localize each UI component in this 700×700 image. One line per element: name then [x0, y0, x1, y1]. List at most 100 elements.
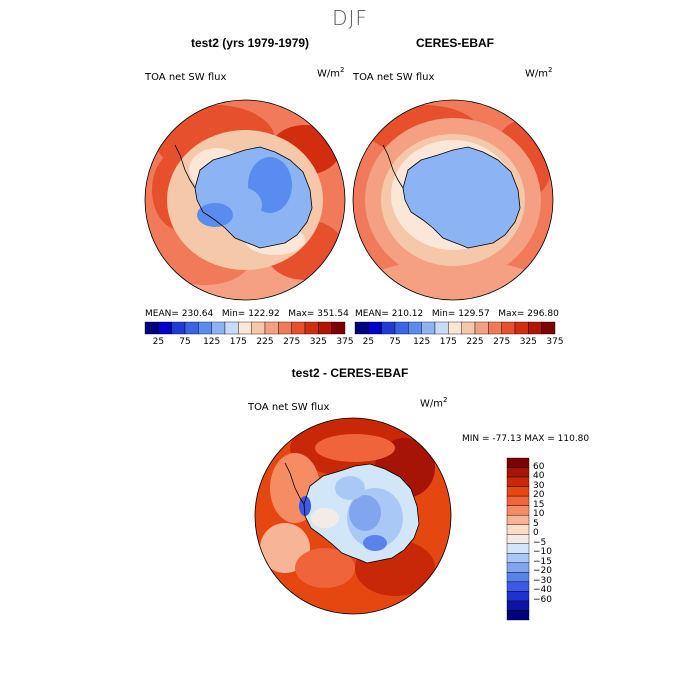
panel1-stats: MEAN= 230.64 Min= 122.92 Max= 351.54 — [145, 309, 349, 319]
colorbar-tick-label: 5 — [533, 518, 539, 529]
panel2-title: CERES-EBAF — [415, 36, 494, 50]
colorbar-tick-label: −15 — [533, 556, 552, 567]
colorbar-tick-label: −60 — [533, 594, 552, 605]
panel1-units: W/m2 — [317, 66, 345, 80]
colorbar-swatch — [506, 534, 530, 544]
panel2-max: Max= 296.80 — [498, 309, 559, 319]
colorbar-tick-label: 30 — [533, 480, 545, 491]
map-ceres-ebaf — [352, 99, 554, 301]
colorbar-swatch — [354, 321, 369, 335]
panel3-range: MIN = -77.13 MAX = 110.80 — [462, 434, 590, 444]
colorbar-swatch — [331, 321, 346, 335]
colorbar-tick-label: 375 — [546, 337, 564, 347]
colorbar-ceres — [354, 321, 556, 335]
colorbar-tick-label: 75 — [389, 337, 401, 347]
colorbar-tick-label: 325 — [309, 337, 327, 347]
colorbar-tick-label: −30 — [533, 575, 552, 586]
colorbar-swatch — [211, 321, 226, 335]
colorbar-test2-ticks: 25 75 125 175 225 275 325 375 — [145, 337, 354, 349]
colorbar-tick-label: 225 — [466, 337, 484, 347]
colorbar-swatch — [506, 610, 530, 621]
colorbar-swatch — [506, 543, 530, 554]
colorbar-swatch — [528, 321, 542, 335]
colorbar-tick-label: 10 — [533, 509, 545, 520]
colorbar-swatch — [171, 321, 186, 335]
colorbar-tick-label: 75 — [179, 337, 191, 347]
panel2-stats: MEAN= 210.12 Min= 129.57 Max= 296.80 — [355, 309, 559, 319]
colorbar-tick-label: −20 — [533, 566, 552, 577]
colorbar-difference — [506, 457, 530, 621]
colorbar-tick-label: 375 — [336, 337, 354, 347]
colorbar-swatch — [434, 321, 449, 335]
panel3-units: W/m2 — [420, 396, 448, 410]
colorbar-swatch — [304, 321, 319, 335]
colorbar-swatch — [381, 321, 396, 335]
colorbar-difference-ticks: 60 40 30 20 15 10 5 0 −5 −10 −15 −20 −30 −40 −60 — [533, 458, 573, 620]
colorbar-swatch — [144, 321, 159, 335]
colorbar-swatch — [506, 524, 530, 535]
panel2-units: W/m2 — [525, 66, 553, 80]
colorbar-swatch — [421, 321, 436, 335]
colorbar-swatch — [198, 321, 212, 335]
colorbar-tick-label: −5 — [533, 537, 547, 548]
colorbar-swatch — [461, 321, 476, 335]
panel1-min: Min= 122.92 — [221, 309, 280, 319]
colorbar-swatch — [238, 321, 252, 335]
colorbar-swatch — [506, 467, 530, 478]
colorbar-ceres-ticks: 25 75 125 175 225 275 325 375 — [355, 337, 564, 349]
panel1-max: Max= 351.54 — [288, 309, 349, 319]
colorbar-swatch — [394, 321, 409, 335]
colorbar-tick-label: 25 — [362, 337, 375, 347]
map-difference — [254, 417, 452, 615]
panel2-variable: TOA net SW flux — [353, 72, 435, 83]
colorbar-tick-label: −10 — [533, 547, 552, 558]
colorbar-tick-label: 275 — [283, 337, 301, 347]
colorbar-swatch — [501, 321, 516, 335]
colorbar-swatch — [251, 321, 266, 335]
colorbar-swatch — [488, 321, 502, 335]
panel3-variable: TOA net SW flux — [248, 402, 330, 413]
colorbar-swatch — [184, 321, 199, 335]
colorbar-tick-label: 325 — [519, 337, 537, 347]
colorbar-swatch — [506, 562, 530, 573]
colorbar-tick-label: 125 — [413, 337, 431, 347]
colorbar-tick-label: 225 — [256, 337, 274, 347]
colorbar-swatch — [506, 514, 530, 525]
panel2-mean: MEAN= 210.12 — [355, 309, 424, 319]
map-test2 — [144, 99, 346, 301]
colorbar-swatch — [474, 321, 489, 335]
colorbar-swatch — [264, 321, 279, 335]
panel1-title: test2 (yrs 1979-1979) — [190, 36, 310, 50]
colorbar-swatch — [506, 476, 530, 487]
colorbar-swatch — [514, 321, 529, 335]
colorbar-swatch — [541, 321, 556, 335]
figure-title: DJF — [332, 6, 368, 30]
colorbar-test2 — [144, 321, 346, 335]
colorbar-swatch — [278, 321, 292, 335]
colorbar-tick-label: −40 — [533, 585, 552, 596]
colorbar-swatch — [448, 321, 462, 335]
colorbar-swatch — [506, 591, 530, 602]
colorbar-tick-label: 40 — [533, 471, 545, 482]
colorbar-tick-label: 175 — [229, 337, 247, 347]
colorbar-swatch — [506, 457, 530, 468]
colorbar-swatch — [506, 495, 530, 506]
colorbar-tick-label: 15 — [533, 499, 545, 510]
colorbar-swatch — [318, 321, 332, 335]
colorbar-tick-label: 125 — [203, 337, 221, 347]
panel2-min: Min= 129.57 — [431, 309, 490, 319]
colorbar-swatch — [368, 321, 382, 335]
colorbar-tick-label: 275 — [493, 337, 511, 347]
colorbar-swatch — [224, 321, 239, 335]
colorbar-swatch — [506, 505, 530, 516]
colorbar-tick-label: 0 — [533, 528, 539, 539]
colorbar-swatch — [291, 321, 306, 335]
colorbar-swatch — [158, 321, 172, 335]
colorbar-tick-label: 20 — [533, 490, 545, 501]
colorbar-swatch — [506, 486, 530, 497]
colorbar-swatch — [506, 600, 530, 611]
colorbar-tick-label: 60 — [533, 461, 545, 472]
colorbar-tick-label: 175 — [439, 337, 457, 347]
panel1-mean: MEAN= 230.64 — [145, 309, 214, 319]
colorbar-swatch — [506, 553, 530, 564]
